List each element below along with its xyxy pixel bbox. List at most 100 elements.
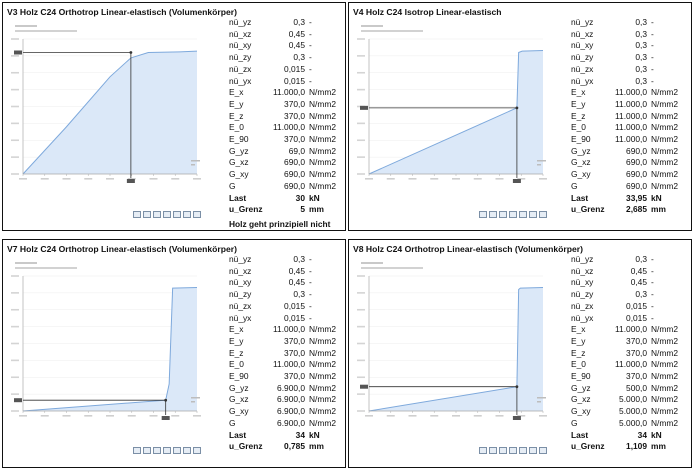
- property-table: nü_yz 0,3- nü_xz 0,45- nü_xy 0,45- nü_zy 0,3- nü…: [229, 254, 345, 454]
- zoom-in-icon[interactable]: [133, 447, 141, 454]
- property-value: 690,0: [626, 180, 647, 191]
- property-name: E_90: [571, 134, 591, 144]
- property-name: nü_zx: [229, 300, 252, 311]
- property-name: nü_xz: [229, 28, 252, 39]
- pan-icon[interactable]: [499, 447, 507, 454]
- pan-icon[interactable]: [153, 211, 161, 218]
- zoom-out-icon[interactable]: [143, 211, 151, 218]
- axis-unit-mark: [191, 397, 200, 399]
- export-icon[interactable]: [519, 447, 527, 454]
- property-value: 370,0: [284, 98, 305, 109]
- zoom-out-icon[interactable]: [489, 211, 497, 218]
- property-row: nü_xz 0,3-: [571, 29, 689, 40]
- marker-y-tag: [14, 50, 22, 55]
- print-icon[interactable]: [509, 211, 517, 218]
- property-unit: N/mm2: [651, 417, 678, 428]
- export-icon[interactable]: [519, 211, 527, 218]
- print-icon[interactable]: [509, 447, 517, 454]
- property-name: nü_zy: [571, 289, 594, 300]
- property-value: 0,015: [626, 300, 647, 311]
- property-name: nü_zy: [571, 52, 594, 63]
- property-row: E_x 11.000,0 N/mm2: [571, 87, 689, 98]
- property-value: 500,0: [626, 382, 647, 393]
- y-tick-label: [357, 156, 365, 158]
- y-tick-label: [11, 275, 19, 277]
- property-value: 0,015: [284, 312, 305, 323]
- property-value: 0,015: [284, 300, 305, 311]
- property-value: 30: [295, 192, 305, 203]
- legend-icon[interactable]: [539, 211, 547, 218]
- property-name: u_Grenz: [571, 441, 605, 452]
- settings-icon[interactable]: [183, 211, 191, 218]
- settings-icon[interactable]: [183, 447, 191, 454]
- y-tick-label: [11, 173, 19, 175]
- property-name: G: [571, 180, 578, 191]
- pan-icon[interactable]: [153, 447, 161, 454]
- property-name: nü_xz: [571, 265, 594, 276]
- zoom-in-icon[interactable]: [479, 447, 487, 454]
- x-tick-label: [127, 415, 136, 417]
- property-value: 690,0: [626, 157, 647, 168]
- property-name: nü_yx: [229, 312, 252, 323]
- legend-icon[interactable]: [193, 211, 201, 218]
- axis-unit-mark: [537, 164, 541, 166]
- property-name: nü_xz: [229, 265, 252, 276]
- property-row: nü_yz 0,3-: [571, 254, 689, 265]
- property-name: G: [229, 180, 236, 191]
- property-name: nü_yx: [229, 75, 252, 86]
- property-name: Last: [571, 192, 589, 203]
- zoom-out-icon[interactable]: [143, 447, 151, 454]
- settings-icon[interactable]: [529, 211, 537, 218]
- zoom-in-icon[interactable]: [479, 211, 487, 218]
- property-value: 0,3: [293, 289, 305, 300]
- print-icon[interactable]: [163, 211, 171, 218]
- print-icon[interactable]: [163, 447, 171, 454]
- property-row: E_y 370,0 N/mm2: [229, 99, 345, 110]
- zoom-out-icon[interactable]: [489, 447, 497, 454]
- chart-toolbar: [479, 447, 547, 454]
- property-name: u_Grenz: [571, 204, 605, 215]
- x-tick-label: [171, 415, 180, 417]
- property-row: G_xz 6.900,0 N/mm2: [229, 394, 345, 405]
- export-icon[interactable]: [173, 211, 181, 218]
- property-row: Last 30 kN: [229, 193, 345, 204]
- property-unit: N/mm2: [309, 335, 336, 346]
- property-name: E_90: [229, 134, 249, 144]
- property-value: 370,0: [626, 347, 647, 358]
- property-unit: -: [651, 63, 654, 74]
- property-name: nü_xz: [571, 28, 594, 39]
- property-unit: N/mm2: [309, 87, 336, 98]
- property-unit: N/mm2: [309, 359, 336, 370]
- property-name: nü_yz: [229, 254, 252, 264]
- property-row: nü_zx 0,015-: [229, 64, 345, 75]
- property-unit: N/mm2: [309, 324, 336, 335]
- property-row: G 5.000,0 N/mm2: [571, 418, 689, 429]
- y-tick-label: [357, 38, 365, 40]
- pan-icon[interactable]: [499, 211, 507, 218]
- y-tick-label: [11, 139, 19, 142]
- x-tick-label: [386, 178, 395, 180]
- x-tick-label: [149, 415, 158, 417]
- load-displacement-chart: [355, 258, 549, 433]
- property-value: 370,0: [626, 335, 647, 346]
- property-row: nü_xy 0,3-: [571, 40, 689, 51]
- property-row: nü_yx 0,015-: [229, 76, 345, 87]
- x-tick-label: [106, 415, 114, 417]
- property-value: 0,015: [284, 63, 305, 74]
- y-tick-label: [11, 105, 19, 108]
- y-tick-label: [11, 308, 19, 311]
- legend-icon[interactable]: [193, 447, 201, 454]
- property-unit: kN: [309, 429, 320, 440]
- property-row: G_xy 5.000,0 N/mm2: [571, 406, 689, 417]
- panel-title: V4 Holz C24 Isotrop Linear-elastisch: [353, 7, 502, 17]
- property-row: nü_zx 0,015-: [229, 301, 345, 312]
- property-unit: N/mm2: [309, 134, 336, 144]
- export-icon[interactable]: [173, 447, 181, 454]
- legend-icon[interactable]: [539, 447, 547, 454]
- zoom-in-icon[interactable]: [133, 211, 141, 218]
- property-unit: N/mm2: [309, 371, 336, 381]
- property-name: E_x: [229, 87, 244, 98]
- settings-icon[interactable]: [529, 447, 537, 454]
- y-tick-label: [11, 38, 19, 40]
- marker-x-tag: [161, 416, 170, 420]
